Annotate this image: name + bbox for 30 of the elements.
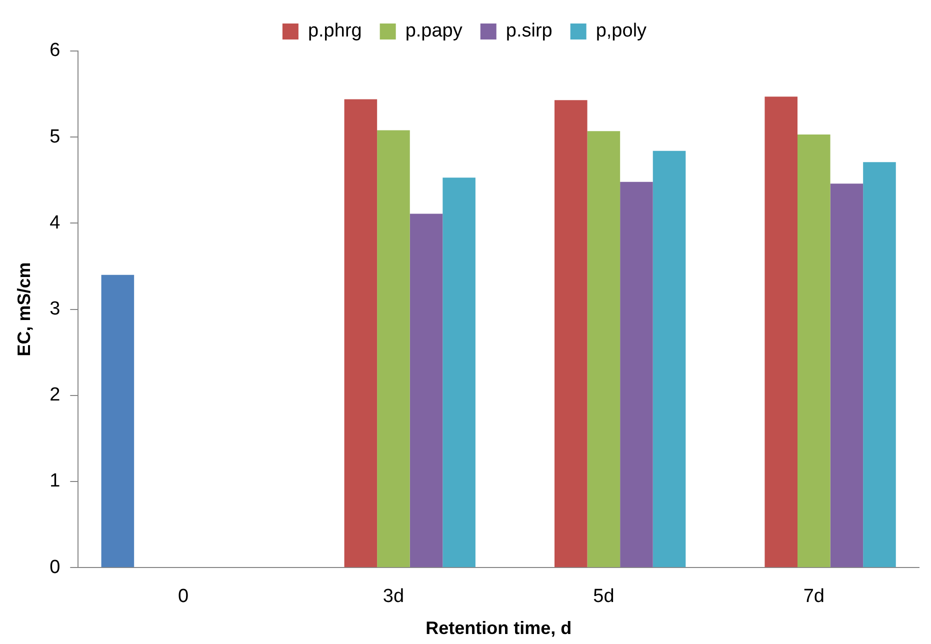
- legend-label: p,poly: [596, 20, 648, 42]
- bar: [101, 274, 134, 568]
- x-axis-title: Retention time, d: [426, 618, 572, 638]
- y-tick-label: 1: [50, 470, 60, 492]
- bar: [377, 130, 410, 568]
- y-tick-label: 6: [50, 40, 60, 62]
- bar: [344, 99, 378, 568]
- bar: [652, 150, 686, 568]
- bar: [620, 182, 653, 568]
- bar: [587, 131, 620, 568]
- bar: [798, 134, 830, 568]
- legend-label: p.phrg: [308, 20, 362, 42]
- bar: [764, 96, 798, 568]
- legend-label: p.papy: [405, 20, 463, 42]
- x-tick-label: 3d: [382, 586, 404, 608]
- y-tick-label: 3: [50, 298, 60, 320]
- bar: [410, 214, 443, 568]
- y-tick-label: 0: [50, 556, 60, 578]
- y-axis-title: EC, mS/cm: [14, 262, 34, 356]
- bar: [863, 162, 896, 568]
- bar: [554, 100, 588, 568]
- x-tick-label: 5d: [593, 586, 614, 608]
- bar: [830, 184, 864, 568]
- bar: [442, 178, 476, 568]
- y-tick-label: 4: [50, 212, 61, 234]
- y-tick-label: 2: [50, 384, 60, 406]
- x-tick-label: 0: [178, 586, 189, 608]
- y-tick-label: 5: [50, 126, 60, 148]
- x-tick-label: 7d: [803, 586, 824, 608]
- legend-label: p.sirp: [506, 20, 552, 42]
